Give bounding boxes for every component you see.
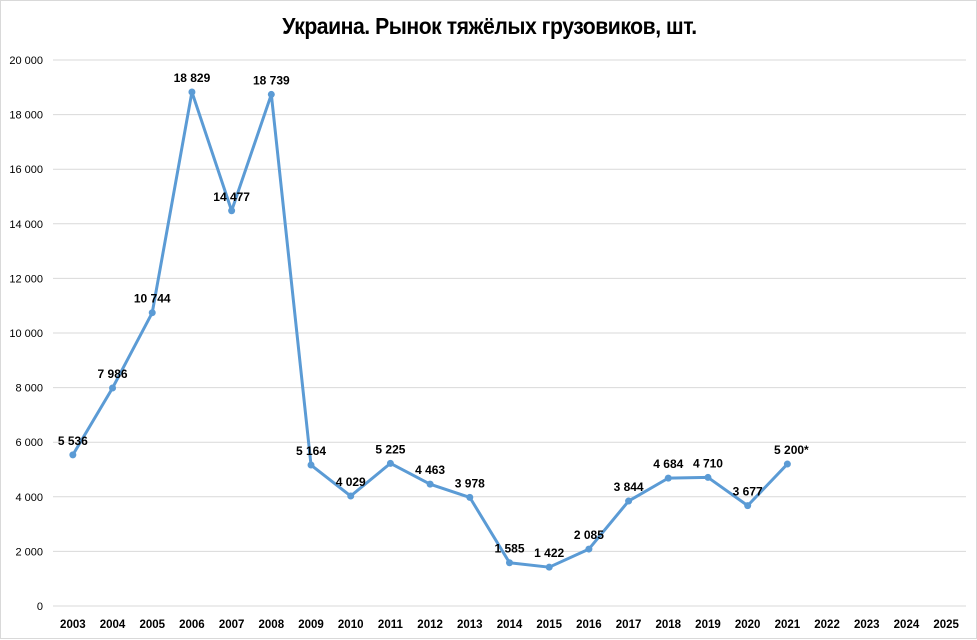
- data-point: [506, 559, 513, 567]
- data-point: [188, 88, 196, 96]
- data-label: 5 200*: [774, 443, 809, 457]
- y-tick-label: 4 000: [15, 492, 43, 504]
- data-label: 10 744: [134, 292, 171, 306]
- x-tick-label: 2009: [298, 619, 324, 631]
- y-tick-label: 16 000: [9, 164, 43, 176]
- x-tick-label: 2017: [616, 619, 642, 631]
- x-tick-label: 2012: [417, 619, 443, 631]
- x-tick-label: 2016: [576, 619, 602, 631]
- data-label: 4 684: [653, 457, 683, 471]
- data-point: [585, 545, 593, 553]
- y-tick-label: 18 000: [9, 110, 43, 122]
- data-point: [109, 384, 117, 392]
- data-label: 1 422: [534, 546, 564, 560]
- x-tick-label: 2004: [100, 619, 126, 631]
- data-label: 4 029: [336, 475, 366, 489]
- data-point: [426, 480, 434, 488]
- x-tick-label: 2018: [655, 619, 681, 631]
- data-label: 3 677: [733, 485, 763, 499]
- series-line: [71, 90, 789, 569]
- x-tick-label: 2015: [536, 619, 562, 631]
- data-label: 1 585: [494, 542, 524, 556]
- data-label: 5 164: [296, 444, 326, 458]
- data-point: [466, 493, 474, 501]
- data-label: 3 978: [455, 476, 485, 490]
- data-label: 2 085: [574, 528, 604, 542]
- x-tick-label: 2008: [259, 619, 285, 631]
- data-point: [704, 473, 712, 481]
- y-tick-label: 12 000: [9, 273, 43, 285]
- x-tick-label: 2022: [814, 619, 840, 631]
- data-point: [545, 563, 553, 571]
- data-label: 4 710: [693, 456, 723, 470]
- data-point: [267, 90, 275, 98]
- y-tick-label: 20 000: [9, 55, 43, 67]
- x-tick-label: 2021: [775, 619, 801, 631]
- y-tick-label: 6 000: [15, 437, 43, 449]
- y-tick-label: 0: [37, 601, 43, 613]
- data-label: 14 477: [213, 190, 250, 204]
- x-tick-label: 2025: [933, 619, 959, 631]
- data-label: 7 986: [98, 367, 128, 381]
- data-point: [664, 474, 672, 482]
- x-tick-label: 2013: [457, 619, 483, 631]
- x-tick-label: 2024: [894, 619, 920, 631]
- data-point: [625, 497, 633, 505]
- x-tick-label: 2011: [378, 619, 404, 631]
- y-tick-label: 8 000: [15, 383, 43, 395]
- data-point: [347, 492, 355, 500]
- x-tick-label: 2014: [497, 619, 523, 631]
- data-point: [148, 309, 156, 317]
- data-label: 5 225: [375, 442, 405, 456]
- data-label: 4 463: [415, 463, 445, 477]
- y-tick-label: 10 000: [9, 328, 43, 340]
- data-point: [228, 207, 236, 215]
- data-point: [386, 459, 394, 467]
- x-tick-label: 2020: [735, 619, 761, 631]
- data-point: [783, 460, 791, 468]
- chart-title: Украина. Рынок тяжёлых грузовиков, шт.: [282, 13, 697, 39]
- x-tick-label: 2007: [219, 619, 245, 631]
- data-label: 18 829: [174, 71, 211, 85]
- data-point: [69, 451, 77, 459]
- x-tick-label: 2003: [60, 619, 86, 631]
- x-tick-label: 2005: [139, 619, 165, 631]
- data-point: [307, 461, 315, 469]
- data-label: 3 844: [614, 480, 644, 494]
- x-tick-label: 2006: [179, 619, 205, 631]
- data-label: 5 536: [58, 434, 88, 448]
- x-tick-label: 2019: [695, 619, 721, 631]
- y-tick-label: 14 000: [9, 219, 43, 231]
- data-label: 18 739: [253, 73, 290, 87]
- data-point: [744, 502, 752, 510]
- y-tick-label: 2 000: [15, 546, 43, 558]
- x-tick-label: 2010: [338, 619, 364, 631]
- x-tick-label: 2023: [854, 619, 880, 631]
